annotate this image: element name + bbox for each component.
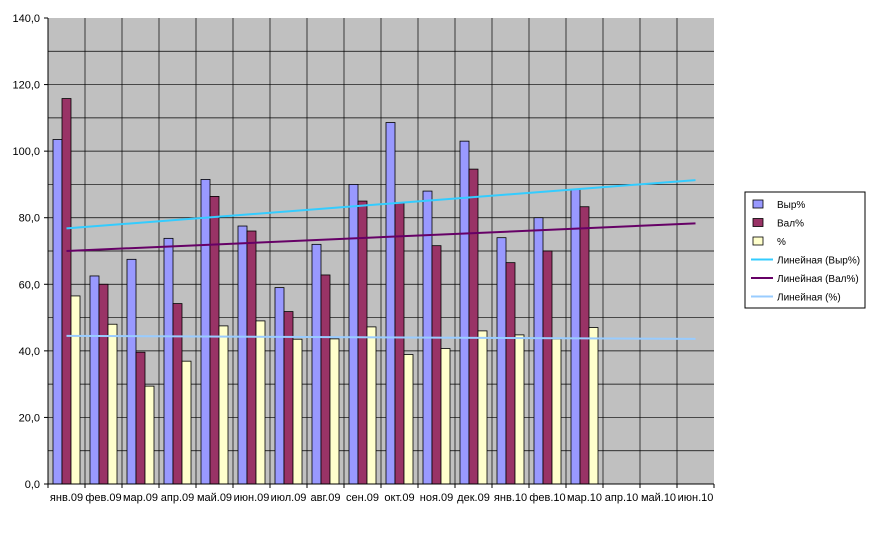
bar-1-15 [570,189,581,485]
x-tick-label: мар.10 [567,492,602,504]
bar-3-5 [218,325,229,485]
bar-3-10 [403,354,414,485]
bar-1-13 [496,237,507,485]
x-tick-label: сен.09 [346,492,379,504]
legend-label-2: Вал% [777,219,804,230]
bar-2-3 [135,351,146,485]
axes [44,17,715,488]
bar-3-8 [329,338,340,485]
bar-1-4 [163,237,174,485]
trendlines [66,179,696,340]
x-tick-label: май.09 [197,492,232,504]
x-tick-label: июл.09 [271,492,307,504]
bar-3-7 [292,338,303,485]
x-tick-label: апр.10 [605,492,638,504]
legend: Выр% Вал%% Линейная (Выр%) Линейная (Вал%) Л… [744,191,866,309]
bar-2-11 [431,245,442,485]
y-tick-label: 100,0 [12,146,40,158]
bar-1-10 [385,122,396,485]
bar-2-10 [394,202,405,485]
y-tick-label: 80,0 [19,213,40,225]
bar-2-6 [246,230,257,485]
gridlines [48,18,714,484]
x-tick-label: дек.09 [457,492,490,504]
bar-3-1 [70,295,81,485]
bar-3-11 [440,348,451,485]
bar-1-7 [274,287,285,485]
x-tick-label: фев.10 [529,492,565,504]
y-axis-ticks: 0,0 20,0 40,0 60,0 80,0 100,0 120,0 140,0 [12,13,40,491]
x-tick-label: авг.09 [311,492,341,504]
bar-3-6 [255,320,266,485]
x-tick-label: июн.09 [234,492,270,504]
legend-swatch-2 [752,218,764,227]
bar-1-14 [533,217,544,485]
y-tick-label: 60,0 [19,279,40,291]
trendline-1 [66,179,696,230]
x-tick-label: мар.09 [123,492,158,504]
legend-label-5: Линейная (Вал%) [777,274,859,285]
bar-3-2 [107,323,118,485]
trendline-2 [66,222,696,252]
bar-1-8 [311,243,322,485]
x-axis-ticks: янв.09 фев.09 мар.09 апр.09 май.09 июн.09 июл.… [50,492,713,504]
bar-2-8 [320,274,331,485]
x-tick-label: янв.10 [494,492,527,504]
legend-label-1: Выр% [777,200,805,211]
bar-2-2 [98,283,109,485]
x-tick-label: окт.09 [384,492,414,504]
bar-3-12 [477,330,488,485]
bar-2-14 [542,250,553,485]
bar-1-6 [237,225,248,485]
x-tick-label: ноя.09 [420,492,453,504]
y-tick-label: 120,0 [12,80,40,92]
bar-1-1 [52,139,63,485]
y-tick-label: 0,0 [25,479,40,491]
y-tick-label: 40,0 [19,346,40,358]
legend-swatch-3 [752,236,764,246]
legend-swatch-1 [752,199,764,209]
trendline-3 [66,334,696,340]
x-tick-label: янв.09 [50,492,83,504]
bar-2-13 [505,262,516,485]
bar-3-3 [144,385,155,485]
bar-2-15 [579,206,590,485]
bars [52,98,599,485]
bar-1-12 [459,140,470,485]
bar-2-4 [172,303,183,485]
x-tick-label: май.10 [641,492,676,504]
bar-3-13 [514,334,525,485]
x-tick-label: апр.09 [161,492,194,504]
bar-3-14 [551,338,562,485]
legend-label-6: Линейная (%) [777,293,841,304]
legend-box [744,191,866,309]
legend-label-4: Линейная (Выр%) [777,256,860,267]
bar-3-9 [366,326,377,485]
x-tick-label: фев.09 [85,492,121,504]
bar-2-9 [357,200,368,485]
bar-2-12 [468,168,479,485]
legend-label-3: % [777,237,786,248]
x-tick-label: июн.10 [678,492,714,504]
bar-2-5 [209,196,220,485]
bar-1-3 [126,258,137,485]
y-tick-label: 20,0 [19,412,40,424]
bar-2-1 [61,98,72,485]
bar-1-5 [200,179,211,485]
bar-1-9 [348,184,359,485]
bar-3-15 [588,327,599,485]
bar-3-4 [181,360,192,485]
y-tick-label: 140,0 [12,13,40,25]
bar-1-2 [89,275,100,485]
